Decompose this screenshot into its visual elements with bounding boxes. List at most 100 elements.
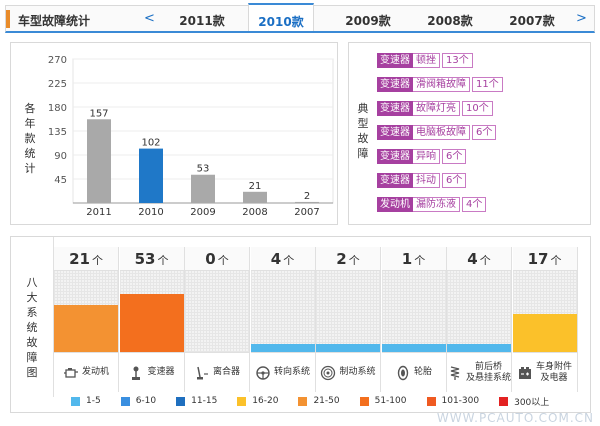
- legend-label: 51-100: [374, 396, 407, 406]
- fault-item[interactable]: 变速器 滑阀箱故障 11个: [377, 77, 503, 92]
- fault-count: 6个: [442, 173, 467, 188]
- legend-swatch: [71, 396, 80, 406]
- prev-year-arrow[interactable]: <: [144, 11, 155, 26]
- system-name: 变速器: [119, 352, 184, 392]
- system-name: 车身附件 及电器: [512, 352, 577, 392]
- tab-2011[interactable]: 2011款: [179, 14, 225, 28]
- system-name: 发动机: [54, 352, 118, 392]
- x-tick-label: 2011: [86, 207, 111, 218]
- legend-label: 21-50: [313, 396, 340, 406]
- system-name-text: 离合器: [212, 367, 240, 377]
- legend-swatch: [237, 396, 247, 406]
- fault-item[interactable]: 变速器 抖动 6个: [377, 173, 467, 188]
- fault-name: 抖动: [413, 173, 440, 188]
- bar-value-label: 21: [249, 181, 262, 192]
- bar-value-label: 157: [89, 108, 108, 119]
- bar-2007: [295, 201, 319, 203]
- bar-value-label: 102: [141, 138, 160, 149]
- tab-2007[interactable]: 2007款: [509, 14, 555, 28]
- bar-2008: [243, 191, 267, 203]
- system-name: 轮胎: [381, 352, 446, 392]
- system-level-graph: [250, 271, 315, 352]
- engine-icon: [63, 365, 79, 381]
- systems-grid: 21 个发动机 53 个变速器 0 个离合器 4 个转向系统 2 个制动系统 1 个轮胎 4 个前后桥 及悬…: [53, 237, 583, 397]
- body-electrics-icon: [517, 365, 533, 381]
- system-column[interactable]: 53 个变速器: [119, 247, 185, 392]
- typical-faults-label: 典型故障: [357, 102, 369, 160]
- legend-item: 51-100: [359, 393, 407, 409]
- system-count-unit: 个: [157, 254, 169, 267]
- fault-item[interactable]: 发动机 漏防冻液 4个: [377, 197, 487, 212]
- system-level-fill: [250, 343, 315, 352]
- watermark: WWW.PCAUTO.COM.CN: [436, 411, 594, 425]
- fault-system-tag: 变速器: [377, 173, 413, 188]
- title-accent-bar: [6, 10, 10, 28]
- system-name-text: 前后桥 及悬挂系统: [466, 361, 512, 383]
- system-level-graph: [316, 271, 380, 352]
- system-column[interactable]: 4 个前后桥 及悬挂系统: [447, 247, 512, 392]
- system-column[interactable]: 2 个制动系统: [316, 247, 381, 392]
- system-level-fill: [119, 293, 184, 352]
- legend-item: 11-15: [176, 393, 217, 409]
- fault-name: 故障灯亮: [413, 101, 460, 116]
- gearshift-icon: [128, 365, 144, 381]
- legend-item: 1-5: [71, 393, 101, 409]
- system-name-text: 车身附件 及电器: [535, 361, 572, 383]
- clutch-icon: [194, 365, 210, 381]
- tab-2010-active[interactable]: 2010款: [248, 3, 314, 31]
- system-column[interactable]: 17 个车身附件 及电器: [512, 247, 578, 392]
- system-count-unit: 个: [479, 254, 491, 267]
- system-name: 制动系统: [316, 352, 380, 392]
- system-level-graph: [381, 271, 446, 352]
- steering-wheel-icon: [255, 365, 271, 381]
- bar-value-label: 53: [197, 164, 210, 175]
- fault-name: 异响: [413, 149, 440, 164]
- fault-item[interactable]: 变速器 电脑板故障 6个: [377, 125, 497, 140]
- y-tick-label: 180: [48, 103, 67, 114]
- legend-swatch: [359, 396, 369, 406]
- legend-swatch: [298, 396, 308, 406]
- system-count: 21 个: [54, 247, 118, 271]
- fault-name: 漏防冻液: [413, 197, 460, 212]
- fault-item[interactable]: 变速器 顿挫 13个: [377, 53, 473, 68]
- bar-value-label: 2: [304, 191, 310, 202]
- tab-2008[interactable]: 2008款: [427, 14, 473, 28]
- yearly-bar-chart: 45 90 135 180 225 270 157 2011 102 2010 53 2009 21 20…: [48, 55, 334, 218]
- y-tick-label: 270: [48, 55, 67, 66]
- legend-swatch: [426, 396, 436, 406]
- system-column[interactable]: 21 个发动机: [54, 247, 119, 392]
- system-count: 17 个: [512, 247, 577, 271]
- fault-count: 4个: [462, 197, 487, 212]
- legend-item: 101-300: [426, 393, 480, 409]
- next-year-arrow[interactable]: >: [576, 11, 587, 26]
- bar-2009: [191, 174, 215, 203]
- system-name: 前后桥 及悬挂系统: [447, 352, 511, 392]
- system-column[interactable]: 4 个转向系统: [250, 247, 316, 392]
- system-column[interactable]: 0 个离合器: [185, 247, 250, 392]
- fault-item[interactable]: 变速器 故障灯亮 10个: [377, 101, 493, 116]
- x-tick-label: 2007: [294, 207, 319, 218]
- system-name-text: 轮胎: [413, 367, 432, 377]
- y-tick-label: 225: [48, 79, 67, 90]
- legend-label: 101-300: [441, 396, 480, 406]
- legend-label: 16-20: [252, 396, 279, 406]
- fault-count: 6个: [442, 149, 467, 164]
- system-column[interactable]: 1 个轮胎: [381, 247, 447, 392]
- section-title: 车型故障统计: [18, 14, 91, 28]
- system-count: 53 个: [119, 247, 184, 271]
- severity-legend: 1-5 6-10 11-15 16-20 21-50 51-100 101-300 300以上: [71, 393, 591, 409]
- fault-count: 6个: [472, 125, 497, 140]
- system-count-unit: 个: [91, 254, 103, 267]
- legend-label: 300以上: [514, 397, 550, 408]
- fault-name: 顿挫: [413, 53, 440, 68]
- tab-2009[interactable]: 2009款: [345, 14, 391, 28]
- system-level-graph: [54, 271, 118, 352]
- system-count-unit: 个: [550, 254, 562, 267]
- fault-item[interactable]: 变速器 异响 6个: [377, 149, 467, 164]
- fault-system-tag: 发动机: [377, 197, 413, 212]
- fault-count: 10个: [462, 101, 493, 116]
- fault-system-tag: 变速器: [377, 149, 413, 164]
- x-tick-label: 2009: [190, 207, 215, 218]
